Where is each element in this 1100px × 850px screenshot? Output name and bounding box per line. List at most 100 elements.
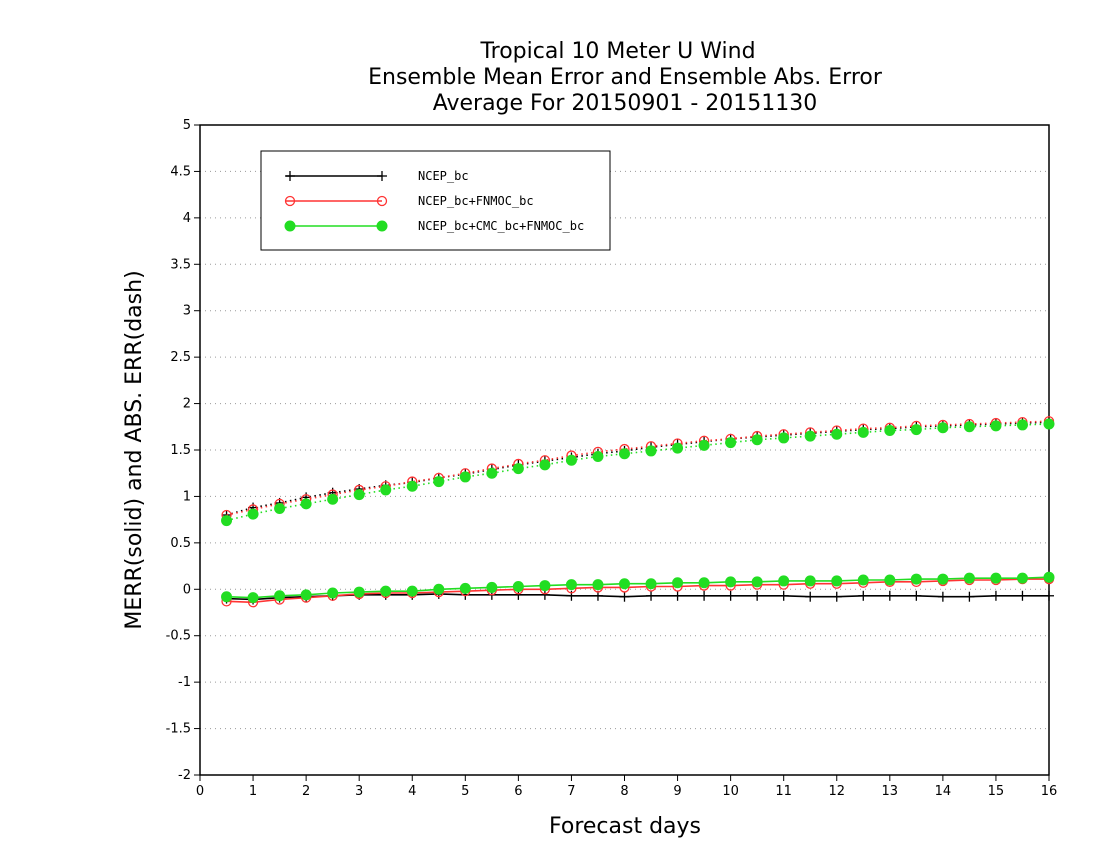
chart-title-line-1: Tropical 10 Meter U Wind [479,39,755,64]
merr-point [831,591,842,602]
abs-err-point [963,421,975,433]
merr-point [433,583,445,595]
merr-point [831,575,843,587]
x-tick-label: 8 [620,784,628,799]
legend-marker [376,220,388,232]
merr-point [752,590,763,601]
abs-err-point [1043,418,1055,430]
abs-err-point [353,489,365,501]
merr-point [353,586,365,598]
legend-marker [376,195,388,207]
abs-err-point [857,426,869,438]
merr-point [619,578,630,590]
y-tick-label: 3 [183,304,191,319]
x-tick-label: 0 [196,784,204,799]
y-tick-label: 2.5 [170,350,191,365]
merr-point [646,590,657,601]
merr-point [592,579,604,591]
x-tick-label: 12 [828,784,845,799]
merr-point [857,574,869,586]
abs-err-point [300,498,312,510]
merr-point [778,575,790,587]
x-tick-label: 4 [408,784,416,799]
merr-point [884,590,895,601]
merr-point [300,589,312,601]
merr-point [1043,571,1055,583]
merr-point [699,590,710,601]
y-tick-label: -1 [178,675,191,690]
merr-point [539,580,551,592]
y-tick-label: 3.5 [170,257,191,272]
merr-point [805,591,816,602]
merr-point [672,577,684,589]
merr-point [990,572,1002,584]
legend-label: NCEP_bc+CMC_bc+FNMOC_bc [418,219,584,233]
merr-point [963,572,975,584]
merr-point [247,592,259,604]
abs-err-point [804,430,816,442]
y-tick-label: 0.5 [170,536,191,551]
merr-point [884,574,896,586]
abs-err-point [406,480,418,492]
abs-err-point [433,476,445,488]
abs-err-point [512,463,524,475]
merr-point [751,576,763,588]
chart-title-line-3: Average For 20150901 - 20151130 [433,91,818,116]
y-axis-label: MERR(solid) and ABS. ERR(dash) [122,270,147,629]
legend-items: NCEP_bc NCEP_bc+FNMOC_bc NCEP_bc+CMC_bc+FN… [284,169,584,233]
legend-item-1: NCEP_bc+FNMOC_bc [284,194,534,208]
x-tick-label: 10 [722,784,739,799]
merr-line-1 [226,578,1049,604]
x-tick-label: 3 [355,784,363,799]
merr-point [672,590,683,601]
x-tick-label: 9 [673,784,681,799]
merr-point [804,575,816,587]
x-tick-label: 5 [461,784,469,799]
y-tick-label: 1 [183,489,191,504]
legend-label: NCEP_bc+FNMOC_bc [418,194,534,208]
y-tick-label: 4 [183,211,191,226]
merr-point [911,590,922,601]
chart-title: Tropical 10 Meter U Wind Ensemble Mean E… [368,39,883,116]
abs-err-point [937,422,949,434]
merr-point [964,591,975,602]
merr-point [937,591,948,602]
merr-point [645,578,657,590]
merr-point [327,587,339,599]
merr-point [565,579,577,591]
abs-err-point [751,434,763,446]
abs-err-point [459,471,471,483]
abs-err-point [645,445,657,457]
x-tick-label: 6 [514,784,522,799]
legend-item-2: NCEP_bc+CMC_bc+FNMOC_bc [284,219,584,233]
merr-point [858,590,869,601]
series [221,416,1055,608]
legend-marker [377,171,387,181]
merr-point [725,590,736,601]
legend-marker [284,195,296,207]
merr-point [512,581,524,592]
abs-err-point [380,484,392,496]
abs-err-point [672,442,684,454]
abs-err-point [565,454,577,466]
abs-err-point [778,432,790,444]
chart-title-line-2: Ensemble Mean Error and Ensemble Abs. Er… [368,65,883,90]
y-tick-label: -2 [178,768,191,783]
legend: NCEP_bc NCEP_bc+FNMOC_bc NCEP_bc+CMC_bc+FN… [260,150,611,251]
series-2 [221,418,1055,604]
merr-point [910,573,922,585]
y-tick-label: 0 [183,582,191,597]
x-tick-label: 11 [775,784,792,799]
legend-item-0: NCEP_bc [285,169,469,183]
abs-err-point [619,448,630,460]
abs-err-point [990,420,1002,432]
merr-point [539,589,550,600]
y-tick-label: -1.5 [166,722,191,737]
abs-err-point [274,503,286,514]
y-tick-label: 2 [183,397,191,412]
abs-err-point [592,451,604,462]
merr-point [937,573,949,585]
abs-err-point [1016,419,1028,431]
merr-point [1044,590,1054,601]
abs-err-point [486,467,498,479]
